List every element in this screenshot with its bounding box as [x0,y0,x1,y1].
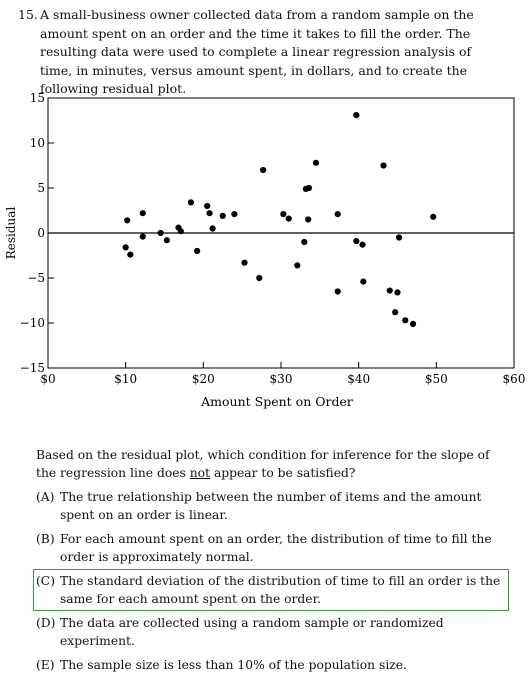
choice-d[interactable]: (D) The data are collected using a rando… [36,614,506,650]
data-point [360,278,367,285]
choice-b-text: For each amount spent on an order, the d… [60,532,492,564]
y-tick-label: 10 [30,136,45,150]
x-axis-label: Amount Spent on Order [200,394,353,409]
y-tick-label: 0 [37,226,45,240]
data-point [219,212,226,219]
question-number: 15. [18,7,38,22]
data-point [124,217,131,224]
data-point [392,309,399,316]
data-point [353,112,360,119]
prompt-underlined: not [189,466,211,480]
choice-e-label: (E) [36,658,55,672]
x-tick-label: $0 [40,372,55,386]
prompt-part-1: Based on the residual plot, which condit… [36,448,490,480]
data-point [285,215,292,222]
y-tick-label: 15 [30,91,45,105]
x-tick-label: $10 [114,372,137,386]
data-point [127,251,134,258]
data-points [122,112,437,327]
data-point [177,228,184,235]
data-point [256,274,263,282]
data-point [280,211,287,218]
choice-a-label: (A) [36,490,55,504]
y-tick-label: 5 [37,181,45,195]
data-point [301,238,308,246]
data-point [260,166,267,174]
data-point [206,210,213,217]
choice-e-text: The sample size is less than 10% of the … [60,658,407,672]
data-point [394,289,401,296]
x-tick-label: $30 [270,372,293,386]
choice-a[interactable]: (A) The true relationship between the nu… [36,488,506,524]
data-point [209,225,216,232]
data-point [122,244,129,251]
data-point [409,320,417,327]
x-tick-label: $40 [347,372,370,386]
choice-e[interactable]: (E) The sample size is less than 10% of … [36,656,506,674]
data-point [194,247,201,255]
residual-plot-svg: 15 10 5 0 −5 −10 −15$0 $10 $20 $30 $40 $50 $60 Resid… [4,91,526,409]
data-point [305,184,313,192]
question-block: 15. A small-business owner collected dat… [18,6,488,99]
y-tick-label: −15 [20,361,45,375]
x-tick-label: $50 [425,372,448,386]
data-point [157,229,164,237]
residual-plot: 15 10 5 0 −5 −10 −15 $0 $10 $20 $30 $40 $50 $60 Resid… [0,88,529,418]
data-point [430,213,437,220]
data-point [380,162,387,169]
prompt-part-2: appear to be satisfied? [210,466,356,480]
data-point [353,238,360,245]
choice-b-label: (B) [36,532,55,546]
data-point [386,287,393,294]
followup-prompt: Based on the residual plot, which condit… [36,446,506,482]
data-point [163,237,170,244]
data-point [187,199,195,206]
answer-section: Based on the residual plot, which condit… [33,446,509,674]
data-point [359,241,366,248]
y-tick-label: −10 [20,316,45,330]
choice-b[interactable]: (B) For each amount spent on an order, t… [36,530,506,566]
y-tick-label: −5 [27,271,45,285]
x-tick-label: $20 [192,372,215,386]
x-tick-label: $60 [503,372,526,386]
data-point [395,234,403,241]
data-point [139,233,146,240]
question-stem: A small-business owner collected data fr… [40,7,474,96]
choice-d-label: (D) [36,616,56,630]
data-point [139,210,146,217]
data-point [305,216,312,223]
data-point [312,159,320,166]
data-point [204,202,211,210]
choice-c-label: (C) [36,574,56,588]
data-point [294,262,301,269]
choice-c[interactable]: (C) The standard deviation of the distri… [33,569,509,611]
choice-d-text: The data are collected using a random sa… [60,616,444,648]
choice-c-text: The standard deviation of the distributi… [60,574,501,606]
data-point [241,259,248,266]
axis-ticks: 15 10 5 0 −5 −10 −15$0 $10 $20 $30 $40 $50 $60 [20,91,526,386]
data-point [334,211,341,218]
data-point [334,288,341,295]
data-point [402,317,409,324]
choice-a-text: The true relationship between the number… [60,490,482,522]
y-axis-label: Residual [4,207,18,260]
data-point [231,211,238,218]
